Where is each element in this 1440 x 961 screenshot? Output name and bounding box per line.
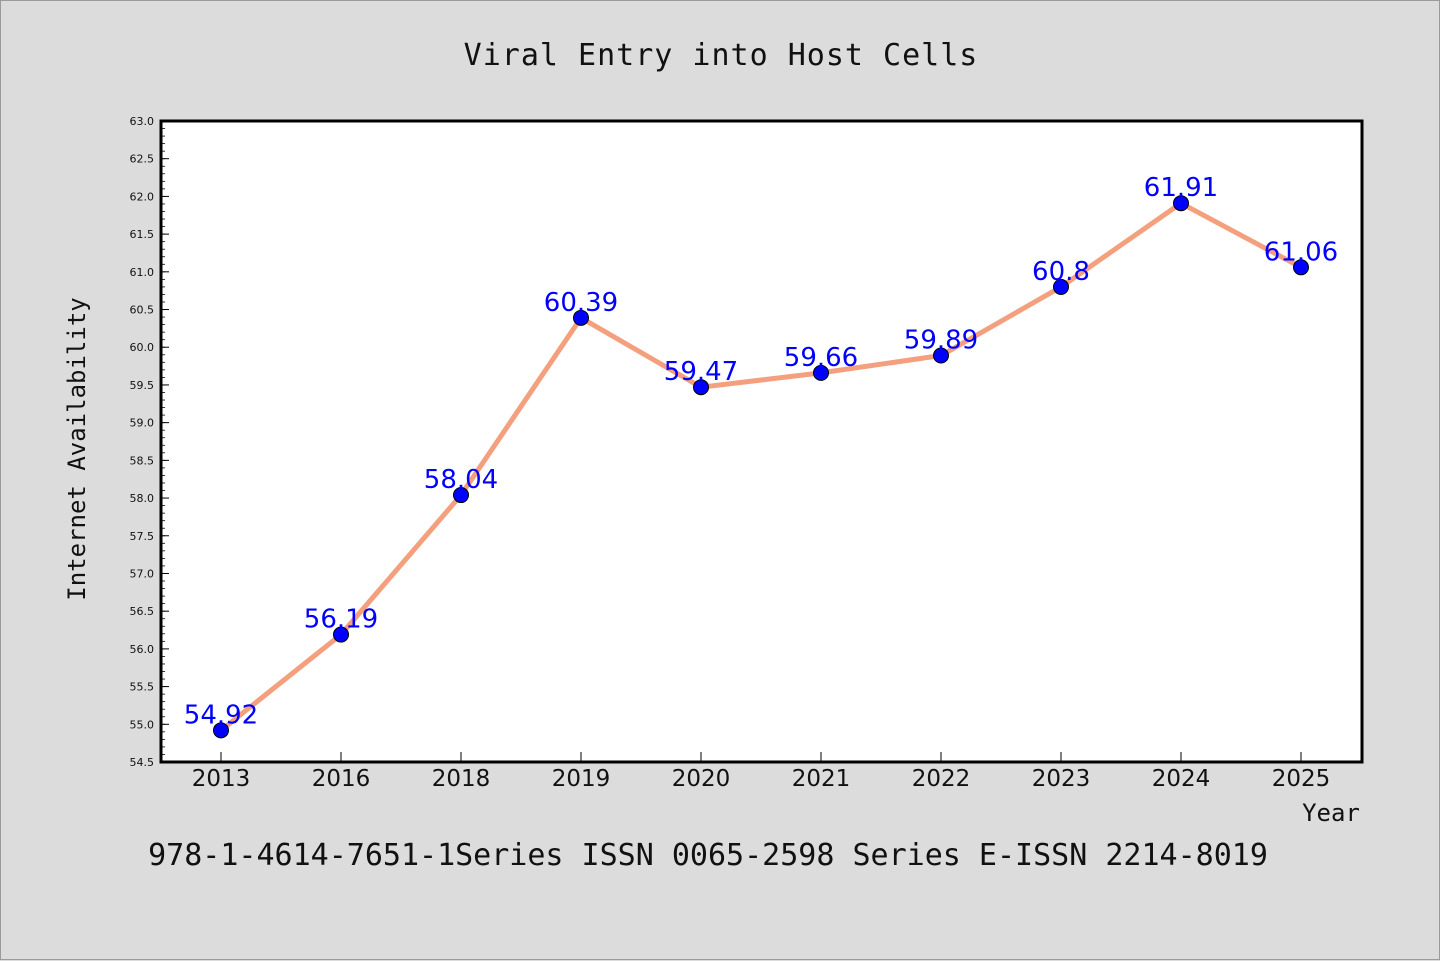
x-tick-label: 2022: [912, 766, 971, 792]
y-tick-label: 60.0: [130, 341, 155, 354]
data-label: 58.04: [424, 465, 498, 495]
x-axis-ticks: 2013 2016 2018 2019 2020 2021 2022 2023 2024 2025: [192, 752, 1331, 792]
data-label: 60.8: [1032, 257, 1090, 287]
y-axis-title: Internet Availability: [63, 297, 91, 600]
data-label: 56.19: [304, 605, 378, 635]
y-tick-label: 57.0: [130, 567, 155, 580]
y-axis-ticks: 54.5 55.0 55.5 56.0 56.5 57.0 57.5 58.0 58.5 59.0…: [130, 115, 169, 769]
x-tick-label: 2013: [192, 766, 251, 792]
data-point: [213, 722, 229, 739]
data-label: 59.47: [664, 357, 738, 387]
data-label: 54.92: [184, 700, 258, 730]
x-tick-label: 2020: [672, 766, 731, 792]
series-line: [218, 200, 1304, 733]
chart-title: Viral Entry into Host Cells: [464, 38, 979, 73]
series-polyline: [218, 200, 1304, 733]
data-label: 61.06: [1264, 237, 1338, 267]
y-tick-label: 56.0: [130, 643, 155, 656]
data-label: 59.89: [904, 326, 978, 356]
x-tick-label: 2019: [552, 766, 611, 792]
data-point: [1053, 278, 1069, 295]
data-label: 61.91: [1144, 173, 1218, 203]
y-tick-label: 56.5: [130, 605, 155, 618]
plot-frame: [159, 119, 1364, 764]
y-tick-label: 61.5: [130, 228, 155, 241]
plot-area: [161, 121, 1362, 762]
y-tick-label: 57.5: [130, 530, 155, 543]
y-tick-label: 58.5: [130, 454, 155, 467]
data-point: [813, 364, 829, 381]
y-tick-label: 55.0: [130, 718, 155, 731]
y-tick-label: 58.0: [130, 492, 155, 505]
y-tick-label: 62.0: [130, 190, 155, 203]
data-point: [933, 347, 949, 364]
data-labels: 54.92 56.19 58.04 60.39 59.47 59.66 59.89 60.8 6…: [184, 173, 1338, 730]
x-tick-label: 2023: [1032, 766, 1091, 792]
data-point: [573, 309, 589, 326]
y-tick-label: 61.0: [130, 266, 155, 279]
data-point: [1293, 259, 1309, 276]
footer-text: 978-1-4614-7651-1Series ISSN 0065-2598 S…: [148, 838, 1268, 873]
data-point: [333, 626, 349, 643]
x-tick-label: 2016: [312, 766, 371, 792]
data-point: [693, 379, 709, 396]
y-tick-label: 59.5: [130, 379, 155, 392]
y-tick-label: 54.5: [130, 756, 155, 769]
data-label: 60.39: [544, 288, 618, 318]
x-axis-title: Year: [1302, 799, 1360, 827]
y-tick-label: 60.5: [130, 304, 155, 317]
data-point: [453, 487, 469, 504]
y-tick-label: 62.5: [130, 153, 155, 166]
data-label: 59.66: [784, 343, 858, 373]
y-tick-label: 55.5: [130, 681, 155, 694]
series-markers: [213, 195, 1309, 739]
y-tick-label: 63.0: [130, 115, 155, 128]
x-tick-label: 2021: [792, 766, 851, 792]
x-tick-label: 2024: [1152, 766, 1211, 792]
y-tick-label: 59.0: [130, 417, 155, 430]
x-tick-label: 2025: [1272, 766, 1331, 792]
x-tick-label: 2018: [432, 766, 491, 792]
data-point: [1173, 195, 1189, 212]
